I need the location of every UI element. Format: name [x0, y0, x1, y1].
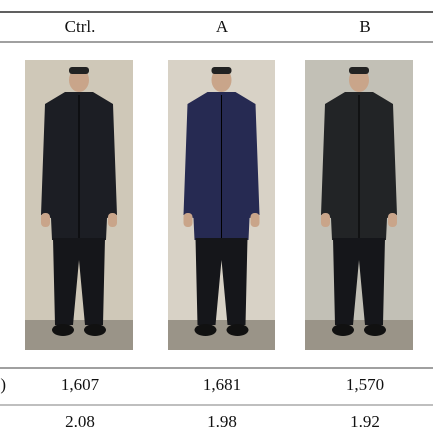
- shoe: [52, 324, 74, 336]
- shoe: [194, 324, 217, 336]
- shoe: [226, 324, 249, 336]
- shoe: [84, 324, 106, 336]
- cell: 1.92: [350, 412, 380, 431]
- column-header: B: [359, 17, 370, 36]
- column-header: A: [216, 17, 229, 36]
- hand: [183, 213, 193, 227]
- cell: 1,570: [346, 375, 384, 394]
- photo: [305, 60, 413, 350]
- column-header: Ctrl.: [65, 17, 96, 36]
- hand: [250, 213, 260, 227]
- floor: [25, 320, 133, 350]
- floor: [168, 320, 275, 350]
- pants: [195, 238, 248, 325]
- hair: [349, 67, 369, 74]
- pants: [333, 238, 385, 325]
- photo: [168, 60, 275, 350]
- cell: 1,607: [61, 375, 100, 394]
- hand: [41, 213, 50, 227]
- hair: [211, 67, 232, 74]
- hand: [321, 213, 330, 227]
- photo: [25, 60, 133, 350]
- hair: [69, 67, 89, 74]
- floor: [305, 320, 413, 350]
- shoe: [364, 324, 386, 336]
- pants: [53, 238, 105, 325]
- hand: [388, 213, 397, 227]
- shoe: [332, 324, 354, 336]
- cell: 1.98: [207, 412, 237, 431]
- cell: 1,681: [203, 375, 241, 394]
- hand: [108, 213, 117, 227]
- row-label: ): [0, 375, 6, 394]
- photos: [25, 60, 413, 350]
- cell: 2.08: [65, 412, 95, 431]
